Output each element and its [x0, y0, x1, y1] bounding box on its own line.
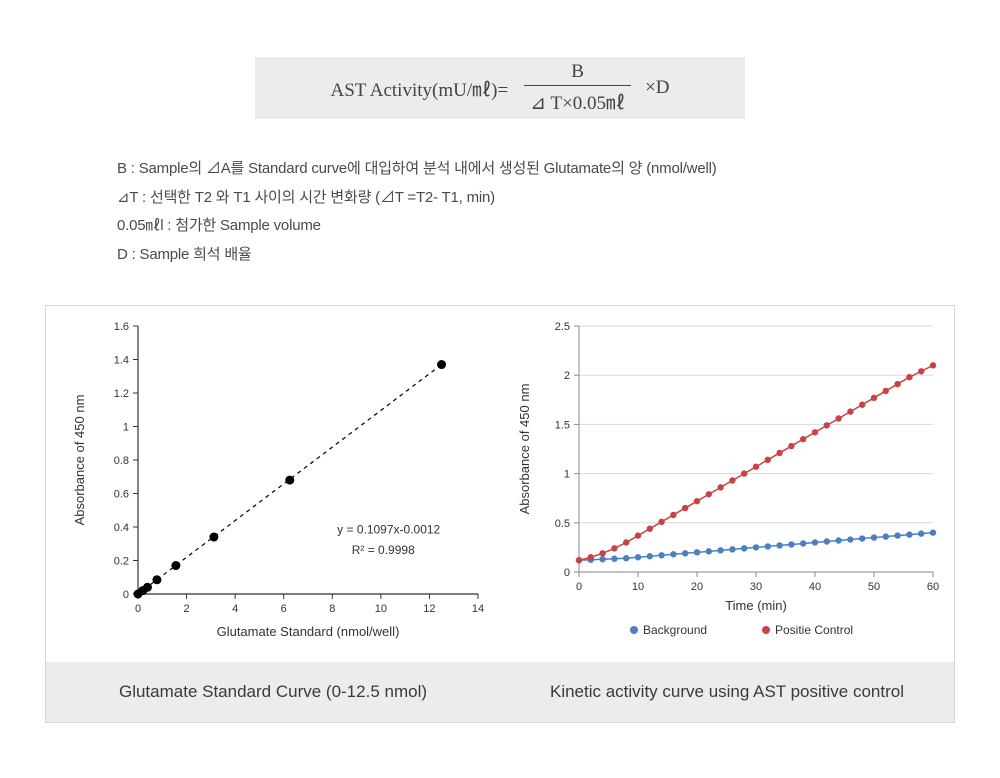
- svg-text:2.5: 2.5: [555, 321, 570, 333]
- svg-text:0.5: 0.5: [555, 518, 570, 530]
- definition-line: B : Sample의 ⊿A를 Standard curve에 대입하여 분석 …: [117, 155, 717, 184]
- kinetic-curve-chart: 0 10 20 30 40 50 60 0 0.5 1 1.5 2 2.5 Time (min) Absor…: [501, 314, 951, 654]
- svg-text:R² = 0.9998: R² = 0.9998: [352, 543, 415, 557]
- right-chart-caption: Kinetic activity curve using AST positiv…: [500, 662, 954, 722]
- definitions-block: B : Sample의 ⊿A를 Standard curve에 대입하여 분석 …: [117, 155, 717, 269]
- svg-text:4: 4: [232, 603, 238, 615]
- formula-numerator: B: [561, 61, 594, 85]
- svg-text:1: 1: [123, 422, 129, 434]
- svg-text:Absorbance of 450 nm: Absorbance of 450 nm: [72, 395, 87, 526]
- svg-text:0: 0: [564, 567, 570, 579]
- left-chart-caption: Glutamate Standard Curve (0-12.5 nmol): [46, 662, 500, 722]
- svg-text:10: 10: [375, 603, 387, 615]
- svg-text:8: 8: [329, 603, 335, 615]
- formula-box: AST Activity(mU/㎖)= B ⊿ T×0.05㎖ ×D: [255, 57, 745, 119]
- svg-text:Background: Background: [643, 623, 707, 637]
- svg-text:0: 0: [576, 581, 582, 593]
- svg-text:2: 2: [184, 603, 190, 615]
- svg-text:1: 1: [564, 469, 570, 481]
- definition-line: ⊿T : 선택한 T2 와 T1 사이의 시간 변화량 (⊿T =T2- T1,…: [117, 184, 717, 213]
- svg-text:0.6: 0.6: [114, 489, 129, 501]
- svg-text:1.4: 1.4: [114, 355, 129, 367]
- svg-text:0.2: 0.2: [114, 556, 129, 568]
- svg-text:14: 14: [472, 603, 484, 615]
- svg-text:40: 40: [809, 581, 821, 593]
- definition-line: D : Sample 희석 배율: [117, 241, 717, 270]
- formula-tail: ×D: [645, 77, 669, 99]
- svg-text:1.5: 1.5: [555, 419, 570, 431]
- formula-lhs: AST Activity(mU/㎖)=: [330, 75, 508, 102]
- svg-text:10: 10: [632, 581, 644, 593]
- svg-text:Time (min): Time (min): [725, 598, 787, 613]
- svg-text:0.8: 0.8: [114, 455, 129, 467]
- charts-panel: 0246810121400.20.40.60.811.21.41.6Glutam…: [45, 305, 955, 723]
- svg-text:60: 60: [927, 581, 939, 593]
- definition-line: 0.05㎖l : 첨가한 Sample volume: [117, 212, 717, 241]
- svg-text:12: 12: [423, 603, 435, 615]
- svg-text:y = 0.1097x-0.0012: y = 0.1097x-0.0012: [337, 523, 440, 537]
- svg-text:Positie Control: Positie Control: [775, 623, 853, 637]
- formula-fraction: B ⊿ T×0.05㎖: [524, 61, 631, 115]
- svg-text:1.6: 1.6: [114, 321, 129, 333]
- caption-bar: Glutamate Standard Curve (0-12.5 nmol) K…: [46, 662, 954, 722]
- svg-text:6: 6: [281, 603, 287, 615]
- standard-curve-chart: 0 2 4 6 8 10 12 14 0 0.2 0.4 0.6 0.8 1 1.2 1.4 1.6 Glutam…: [56, 314, 496, 654]
- svg-text:Glutamate Standard (nmol/well): Glutamate Standard (nmol/well): [217, 624, 400, 639]
- svg-text:2: 2: [564, 370, 570, 382]
- svg-text:0: 0: [123, 589, 129, 601]
- formula-denominator: ⊿ T×0.05㎖: [524, 85, 631, 115]
- svg-text:Absorbance of 450 nm: Absorbance of 450 nm: [517, 384, 532, 515]
- svg-text:20: 20: [691, 581, 703, 593]
- svg-text:0.4: 0.4: [114, 522, 129, 534]
- svg-text:0: 0: [135, 603, 141, 615]
- svg-text:1.2: 1.2: [114, 388, 129, 400]
- svg-text:30: 30: [750, 581, 762, 593]
- svg-text:50: 50: [868, 581, 880, 593]
